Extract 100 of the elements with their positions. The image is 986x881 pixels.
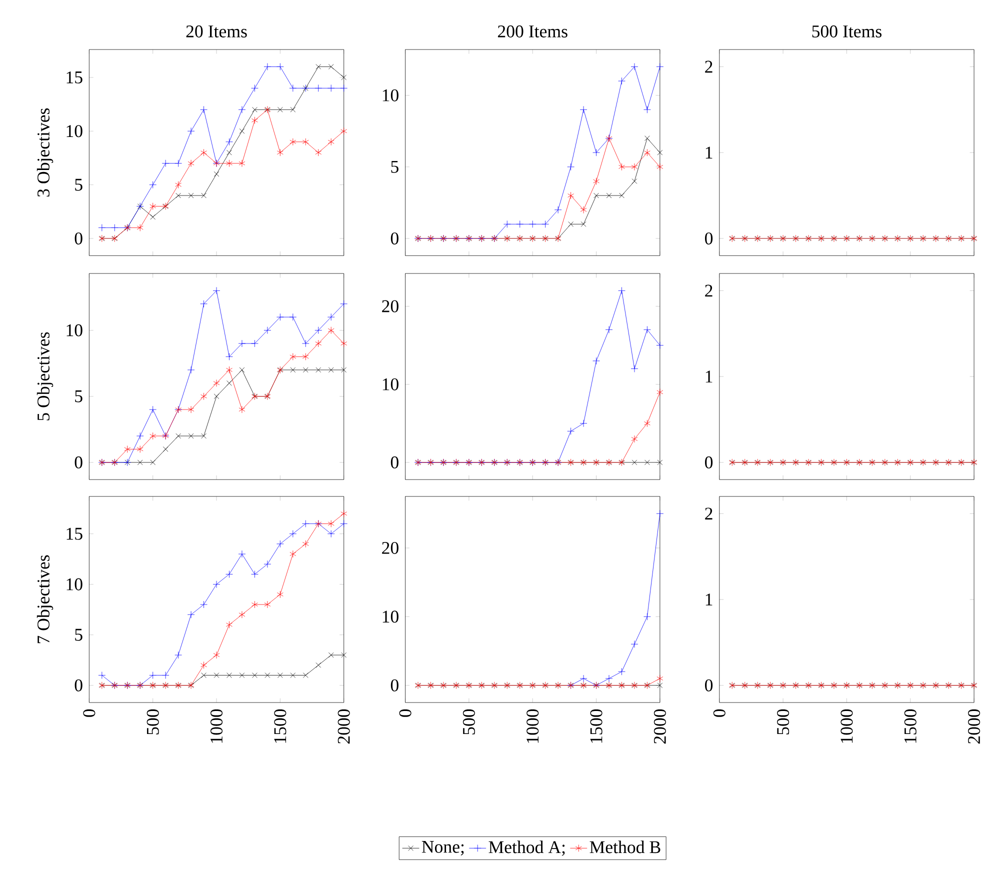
x-tick-label: 0 [713,709,726,717]
point [150,432,156,440]
point [239,367,245,373]
y-tick-label: 5 [75,628,82,641]
point [149,181,157,189]
point [593,178,600,185]
point [503,220,511,228]
point [200,148,207,156]
point [238,340,246,348]
point [214,171,220,177]
y-tick-label: 10 [382,89,398,102]
point [276,540,284,548]
point [630,365,638,372]
point [188,406,194,414]
point [264,672,270,678]
point [212,580,220,588]
point [567,428,574,435]
point [276,63,284,70]
x-tick-label: 2000 [654,709,666,744]
point [605,674,613,682]
x-tick-label: 2000 [338,709,350,744]
y-tick-label: 20 [382,300,398,312]
point [98,672,106,679]
point [656,510,664,518]
point [150,214,156,220]
point [644,613,651,620]
point [302,672,308,678]
point [213,651,220,659]
point [137,460,143,466]
y-tick-label: 10 [66,578,82,590]
point [149,672,157,679]
point [644,326,651,334]
y-tick-label: 0 [390,232,398,245]
point [264,560,272,568]
chart-title: 200 Items [498,25,568,38]
point [632,460,638,466]
point [212,287,220,294]
point [618,163,625,171]
point [201,672,206,678]
point [175,181,182,189]
point [174,651,182,659]
point [239,672,245,678]
point [316,662,322,668]
point [592,357,600,365]
y-tick-label: 0 [705,679,713,692]
point [200,392,207,400]
point [328,520,334,528]
y-tick-label: 0 [390,679,398,692]
point [302,540,309,548]
point [580,420,588,428]
legend-label: None; [422,841,464,856]
point [226,353,233,360]
y-axis-title: 7 Objectives [36,555,54,644]
point [238,406,246,414]
point [252,116,258,124]
point [328,367,334,373]
point [528,220,536,228]
point [290,138,296,146]
point [619,192,624,198]
point [594,192,599,198]
point [554,206,562,214]
y-tick-label: 0 [390,456,398,468]
point [124,446,131,453]
point [252,600,258,608]
y-tick-label: 2 [705,284,712,297]
point [328,652,334,658]
point [238,550,246,558]
point [289,84,297,92]
point [238,106,246,114]
y-tick-label: 5 [75,178,82,191]
point [328,326,334,334]
point [618,287,626,294]
x-tick-label: 1000 [210,709,223,743]
point [580,674,588,682]
point [327,313,335,321]
point [226,366,232,374]
point [657,682,663,688]
point [187,366,195,374]
point [226,380,232,386]
point [340,510,348,518]
point [656,163,664,171]
point [327,84,335,92]
point [340,340,348,348]
legend-label: Method A; [488,840,565,856]
point [302,340,310,348]
point [290,353,296,360]
point [605,326,613,334]
y-tick-label: 1 [706,146,712,159]
point [188,160,194,168]
point [239,128,245,134]
point [290,367,296,373]
point [656,63,664,70]
point [136,224,144,232]
point [606,192,612,198]
point [251,84,258,92]
point [341,74,346,80]
point [278,107,283,112]
point [226,621,232,628]
point [328,138,334,146]
point [264,63,272,70]
